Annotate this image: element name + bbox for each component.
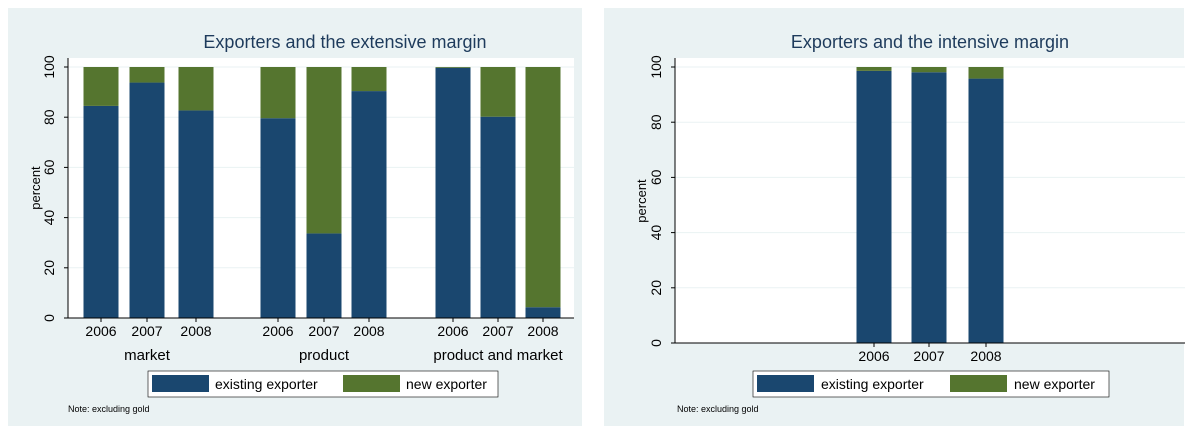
x-tick-label: 2006 bbox=[437, 323, 468, 339]
bar-existing-exporter bbox=[83, 105, 119, 318]
bar-existing-exporter bbox=[480, 116, 516, 318]
bar-new-exporter bbox=[260, 67, 296, 119]
legend-swatch-existing bbox=[152, 375, 209, 392]
y-tick-label: 60 bbox=[41, 159, 57, 175]
y-tick-label: 80 bbox=[648, 114, 664, 130]
legend: existing exporter new exporter bbox=[147, 370, 499, 398]
y-tick-label: 40 bbox=[41, 210, 57, 226]
bar-existing-exporter bbox=[911, 72, 947, 343]
y-tick-label: 40 bbox=[648, 225, 664, 241]
y-axis-label: percent bbox=[634, 179, 649, 223]
group-label: product bbox=[299, 347, 350, 364]
y-tick-label: 100 bbox=[648, 55, 664, 79]
x-tick-labels: 2006 2007 2008 bbox=[858, 343, 1002, 364]
y-ticks: 0 20 40 60 80 100 bbox=[648, 55, 675, 347]
y-tick-label: 80 bbox=[41, 109, 57, 125]
bar-new-exporter bbox=[968, 67, 1004, 79]
y-tick-label: 60 bbox=[648, 169, 664, 185]
y-tick-label: 20 bbox=[648, 280, 664, 296]
bar-new-exporter bbox=[306, 67, 342, 234]
legend-label-existing: existing exporter bbox=[215, 376, 318, 392]
y-tick-label: 20 bbox=[41, 260, 57, 276]
x-tick-label: 2008 bbox=[180, 323, 211, 339]
chart-note: Note: excluding gold bbox=[677, 404, 759, 414]
bar-new-exporter bbox=[911, 67, 947, 73]
chart-note: Note: excluding gold bbox=[68, 404, 150, 414]
y-axis-label: percent bbox=[28, 166, 43, 210]
chart-title: Exporters and the intensive margin bbox=[791, 32, 1069, 52]
bar-existing-exporter bbox=[856, 70, 892, 343]
bars bbox=[83, 67, 561, 319]
x-tick-label: 2008 bbox=[527, 323, 558, 339]
group-label: market bbox=[124, 347, 171, 364]
x-tick-label: 2007 bbox=[308, 323, 339, 339]
legend-label-new: new exporter bbox=[1014, 376, 1095, 392]
y-tick-label: 100 bbox=[41, 55, 57, 79]
legend-label-existing: existing exporter bbox=[821, 376, 924, 392]
bar-existing-exporter bbox=[435, 67, 471, 319]
bar-existing-exporter bbox=[968, 78, 1004, 343]
y-ticks: 0 20 40 60 80 100 bbox=[41, 55, 68, 322]
x-tick-label: 2008 bbox=[970, 348, 1001, 364]
bars bbox=[856, 67, 1004, 343]
bar-existing-exporter bbox=[351, 91, 387, 318]
bar-new-exporter bbox=[83, 67, 119, 106]
legend-label-new: new exporter bbox=[406, 376, 487, 392]
group-label: product and market bbox=[433, 347, 563, 364]
bar-new-exporter bbox=[856, 67, 892, 71]
bar-new-exporter bbox=[178, 67, 214, 111]
x-tick-label: 2008 bbox=[353, 323, 384, 339]
bar-existing-exporter bbox=[129, 82, 165, 318]
intensive-margin-chart: Exporters and the intensive margin 0 20 40… bbox=[604, 8, 1185, 426]
y-tick-label: 0 bbox=[41, 314, 57, 322]
x-tick-label: 2007 bbox=[913, 348, 944, 364]
x-tick-label: 2006 bbox=[85, 323, 116, 339]
extensive-margin-chart: Exporters and the extensive margin 0 20 40… bbox=[8, 8, 582, 426]
bar-existing-exporter bbox=[306, 233, 342, 318]
y-tick-label: 0 bbox=[648, 339, 664, 347]
legend-swatch-new bbox=[950, 375, 1007, 392]
x-tick-label: 2006 bbox=[262, 323, 293, 339]
bar-new-exporter bbox=[351, 67, 387, 92]
bar-new-exporter bbox=[129, 67, 165, 83]
x-tick-label: 2007 bbox=[131, 323, 162, 339]
legend-swatch-existing bbox=[757, 375, 814, 392]
bar-new-exporter bbox=[525, 67, 561, 308]
legend-swatch-new bbox=[343, 375, 400, 392]
bar-existing-exporter bbox=[260, 118, 296, 318]
legend: existing exporter new exporter bbox=[752, 370, 1110, 398]
chart-title: Exporters and the extensive margin bbox=[203, 32, 486, 52]
bar-existing-exporter bbox=[525, 307, 561, 318]
bar-existing-exporter bbox=[178, 110, 214, 318]
x-tick-label: 2006 bbox=[858, 348, 889, 364]
bar-new-exporter bbox=[480, 67, 516, 117]
bar-new-exporter bbox=[435, 67, 471, 68]
x-tick-label: 2007 bbox=[482, 323, 513, 339]
